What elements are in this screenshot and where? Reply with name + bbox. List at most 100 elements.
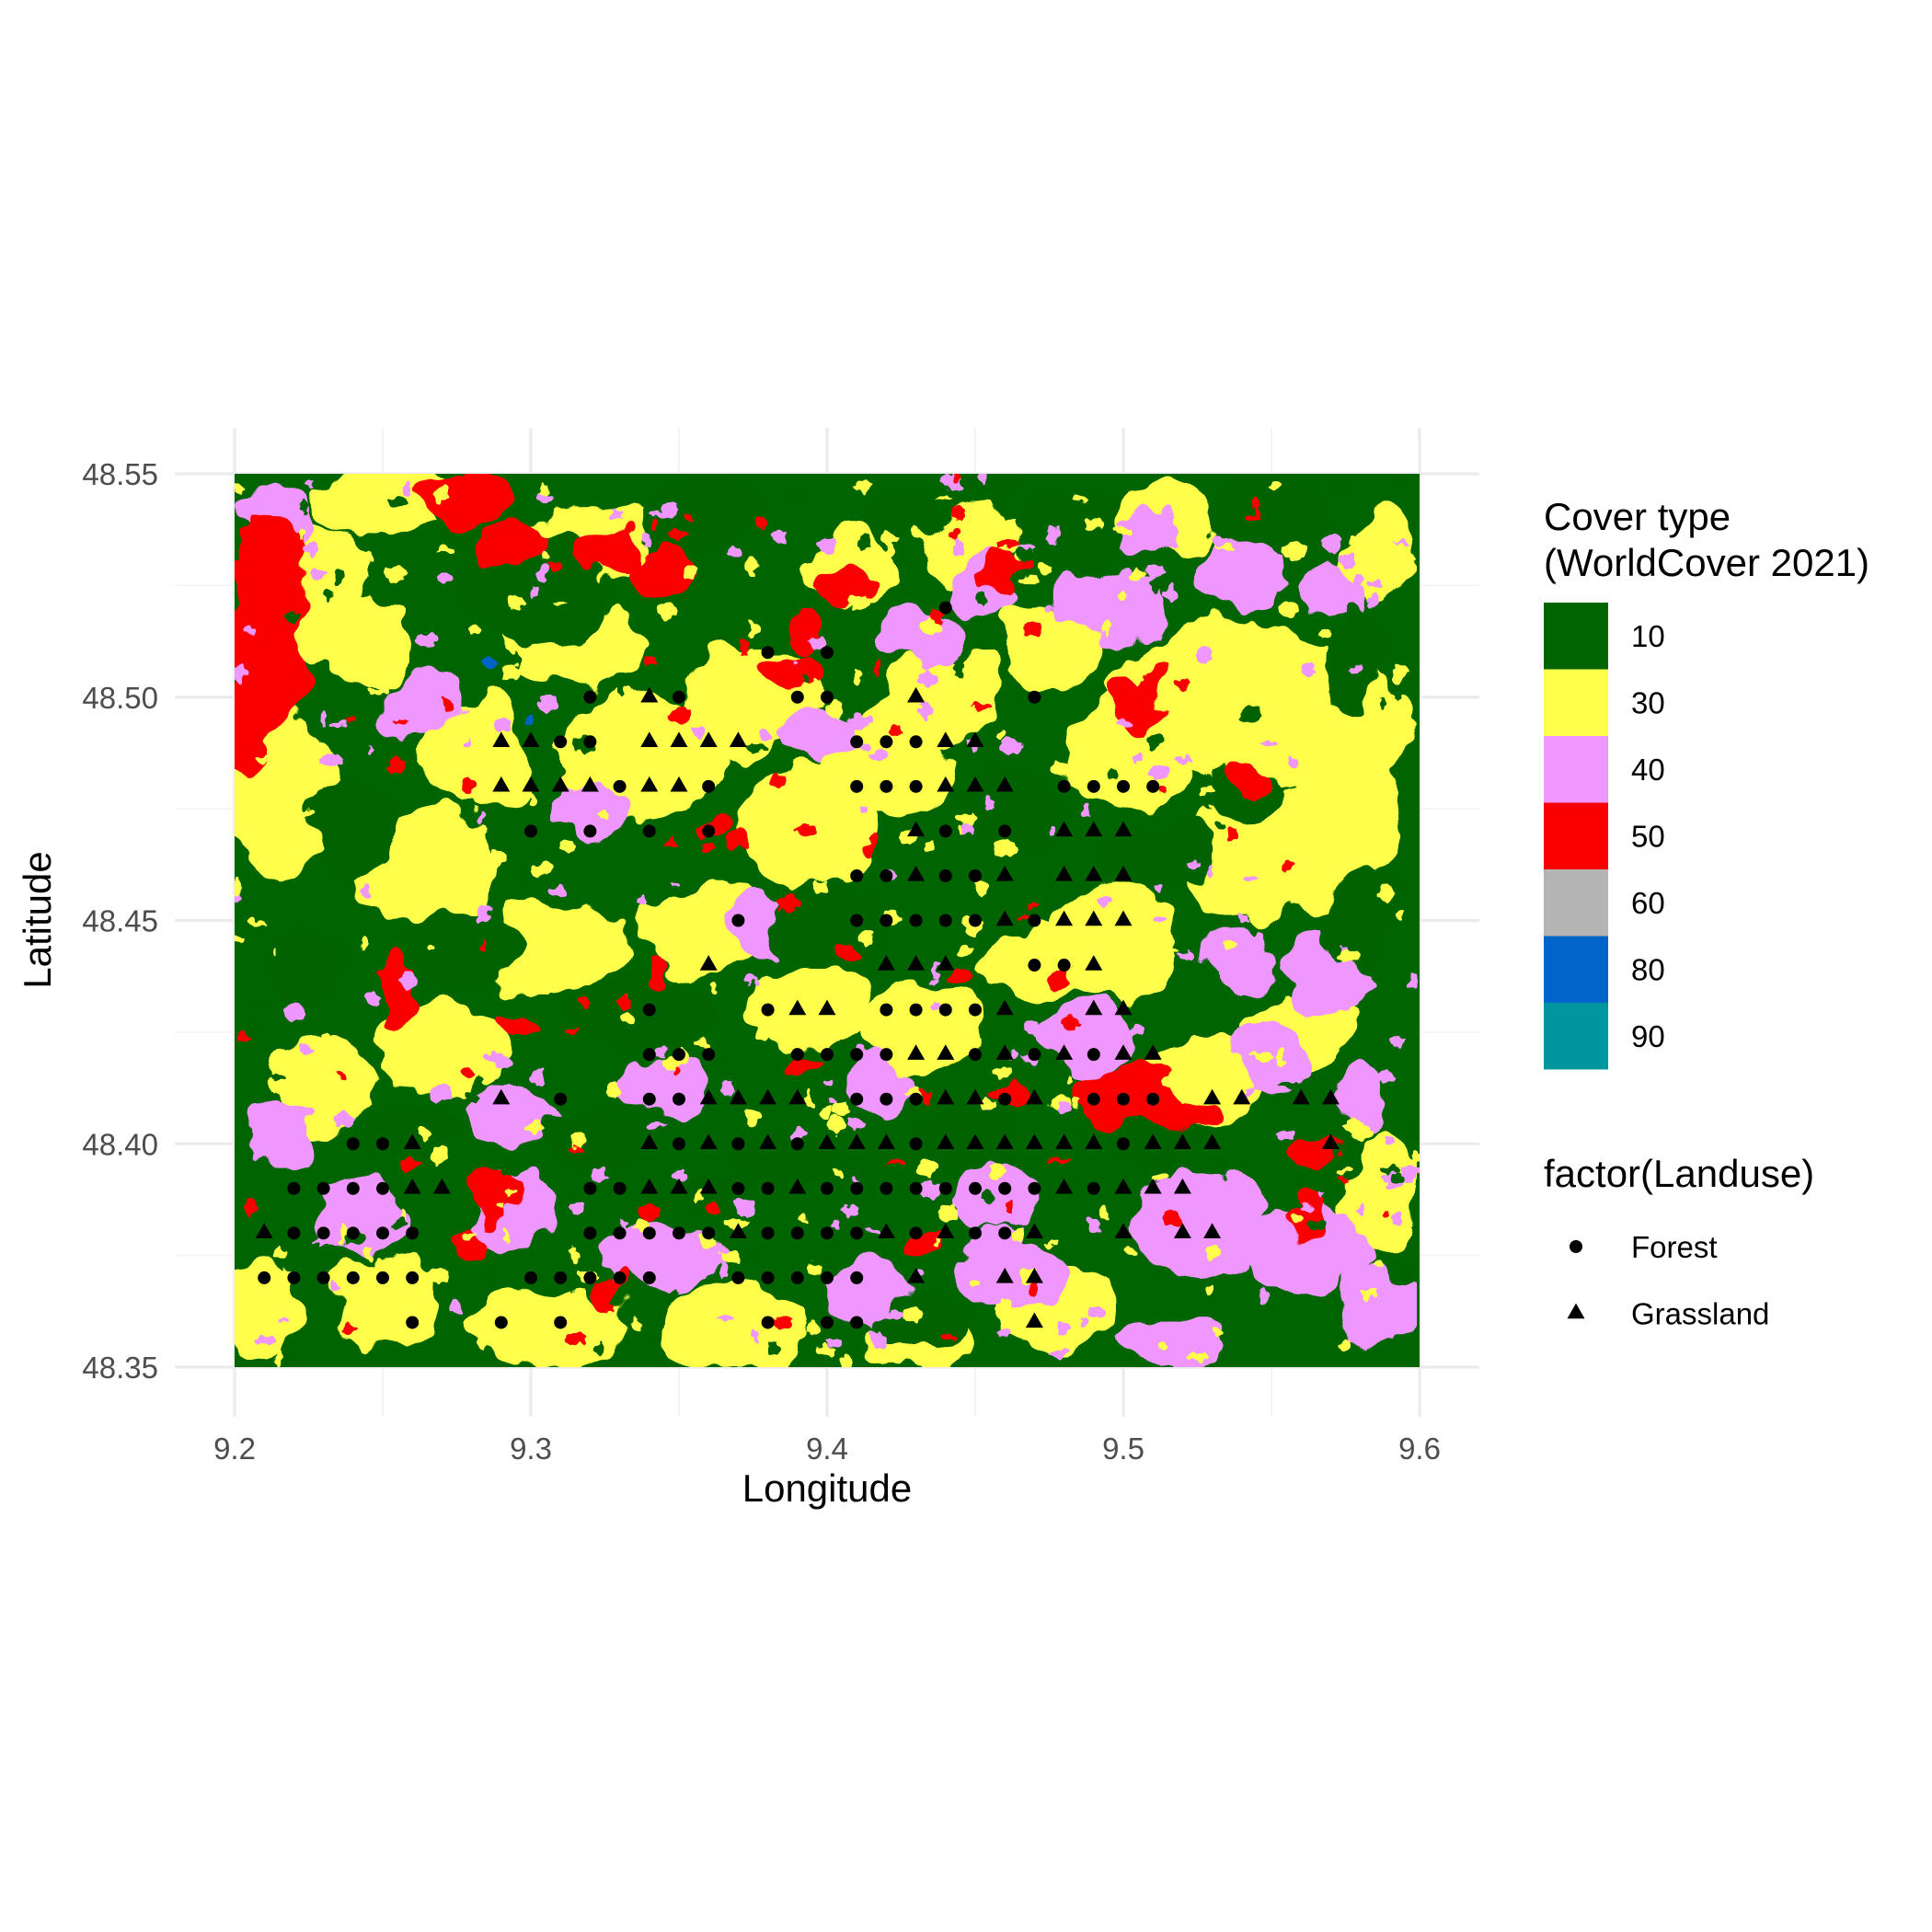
texture-speck [593, 637, 608, 646]
texture-speck [558, 575, 569, 594]
texture-speck [1309, 1036, 1327, 1042]
texture-speck [1339, 1340, 1352, 1351]
point-grassland [1085, 910, 1103, 926]
legend-key-label: 80 [1631, 953, 1665, 987]
x-tick-label: 9.5 [1102, 1432, 1144, 1466]
texture-speck [1210, 535, 1227, 547]
texture-speck [235, 484, 246, 494]
texture-speck [1303, 1204, 1316, 1213]
texture-speck [1320, 748, 1341, 759]
texture-speck [972, 505, 980, 518]
texture-speck [920, 1088, 931, 1108]
texture-speck [531, 863, 553, 876]
texture-speck [1261, 741, 1277, 747]
texture-speck [663, 920, 684, 932]
texture-speck [1278, 1081, 1299, 1087]
texture-speck [332, 950, 348, 962]
point-forest [554, 1316, 568, 1329]
point-forest [287, 1226, 301, 1240]
texture-speck [995, 1298, 1011, 1314]
point-grassland [966, 731, 984, 747]
texture-speck [658, 604, 676, 621]
texture-speck [957, 946, 976, 958]
point-forest [316, 1181, 330, 1195]
point-grassland [937, 776, 955, 792]
texture-speck [1006, 1201, 1015, 1212]
texture-speck [995, 730, 1005, 742]
point-grassland [818, 999, 836, 1016]
texture-speck [665, 1278, 675, 1284]
texture-speck [532, 577, 554, 592]
point-forest [642, 1048, 656, 1062]
texture-speck [834, 1168, 844, 1177]
texture-speck [870, 1331, 886, 1349]
texture-speck [525, 1122, 545, 1133]
grassland-patch [1113, 506, 1187, 561]
texture-speck [431, 1085, 452, 1101]
point-forest [850, 1271, 864, 1284]
texture-speck [1276, 1050, 1287, 1068]
builtup-patch [994, 1075, 1030, 1097]
builtup-patch [377, 957, 414, 1030]
texture-speck [757, 811, 770, 820]
point-forest [880, 779, 893, 793]
y-axis-title: Latitude [16, 851, 59, 988]
texture-speck [392, 717, 410, 723]
point-grassland [1025, 1133, 1043, 1149]
point-forest [1028, 690, 1041, 704]
texture-speck [863, 1228, 881, 1235]
texture-speck [1026, 901, 1038, 909]
texture-speck [1339, 554, 1355, 568]
texture-speck [957, 603, 974, 613]
texture-speck [369, 635, 379, 650]
texture-speck [650, 806, 661, 814]
texture-speck [1203, 799, 1211, 809]
texture-speck [566, 1029, 576, 1037]
texture-speck [930, 977, 938, 986]
texture-speck [700, 1264, 708, 1281]
point-forest [790, 690, 804, 704]
texture-speck [1050, 1156, 1069, 1164]
texture-speck [1114, 523, 1131, 538]
texture-speck [773, 1317, 795, 1328]
texture-speck [593, 1341, 604, 1358]
texture-speck [1206, 1245, 1222, 1259]
point-grassland [1055, 821, 1074, 837]
texture-speck [750, 1328, 761, 1340]
point-grassland [1114, 866, 1133, 881]
point-forest [761, 646, 775, 660]
texture-speck [1238, 914, 1248, 922]
texture-speck [651, 519, 658, 532]
texture-speck [702, 844, 716, 851]
texture-speck [540, 551, 548, 561]
grassland-patch [386, 672, 460, 745]
point-grassland [937, 731, 955, 747]
point-grassland [522, 731, 540, 747]
texture-speck [427, 1269, 449, 1284]
texture-speck [1253, 508, 1262, 516]
texture-speck [1128, 1022, 1145, 1035]
texture-speck [803, 680, 824, 696]
texture-speck [1130, 569, 1145, 581]
forest-patch [727, 1132, 837, 1187]
texture-speck [950, 525, 961, 541]
texture-speck [744, 975, 758, 984]
texture-speck [1174, 679, 1192, 689]
texture-speck [475, 904, 492, 923]
texture-speck [605, 1080, 621, 1098]
legend-circle-icon [1570, 1240, 1582, 1253]
forest-patch [874, 1297, 966, 1352]
builtup-patch [833, 937, 860, 959]
builtup-patch [593, 1277, 621, 1299]
point-forest [1117, 1137, 1130, 1151]
texture-speck [1209, 1260, 1228, 1271]
texture-speck [671, 881, 679, 889]
point-forest [909, 779, 923, 793]
texture-speck [1355, 1207, 1367, 1214]
texture-speck [374, 1258, 383, 1273]
point-forest [909, 1226, 923, 1240]
texture-speck [985, 797, 994, 811]
point-forest [583, 1181, 597, 1195]
legend-key-swatch [1544, 869, 1608, 937]
